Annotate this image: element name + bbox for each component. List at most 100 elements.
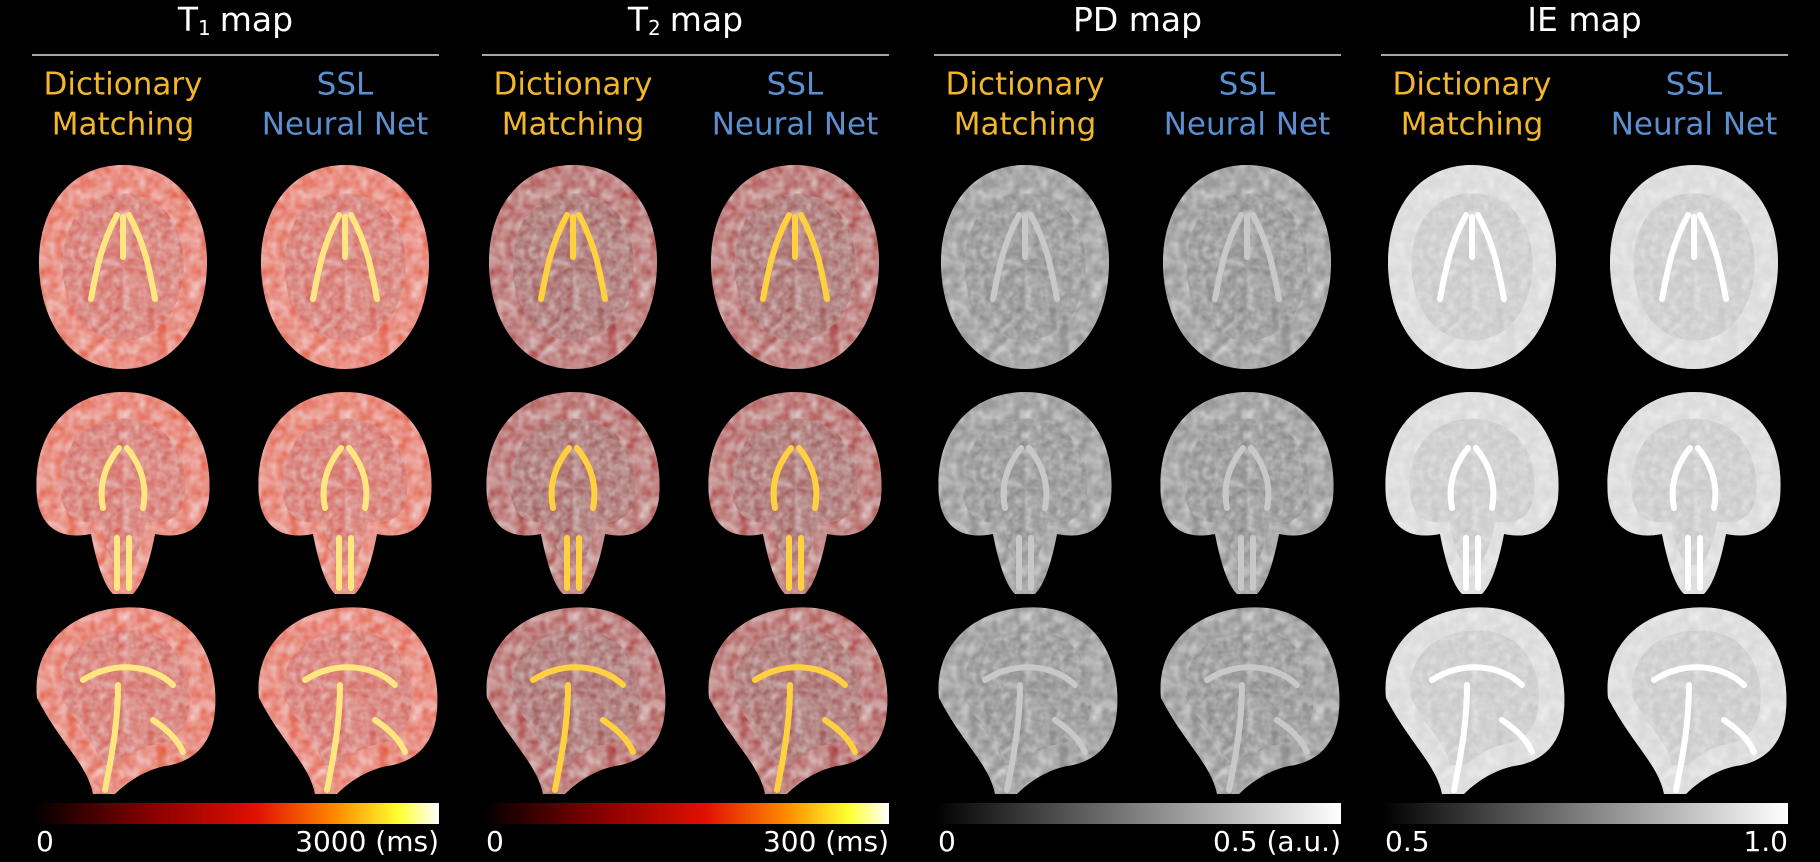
brain-image: [258, 607, 438, 794]
brain-core: [282, 630, 412, 765]
brain-core: [510, 418, 636, 565]
brain-detail: [1447, 445, 1497, 591]
brain-image: [941, 165, 1109, 369]
colorbar: [32, 803, 439, 824]
brain-core: [60, 418, 186, 565]
brain-image: [1160, 392, 1334, 594]
brain-image: [489, 165, 657, 369]
colorbar-min-label: 0.5: [1385, 825, 1430, 858]
brain-image: [39, 165, 207, 369]
colorbar: [482, 803, 889, 824]
colorbar: [934, 803, 1341, 824]
brain-detail: [80, 664, 186, 793]
colorbar-max-label: 3000 (ms): [295, 825, 439, 858]
method-label: Neural Net: [262, 107, 429, 143]
brain-detail: [990, 212, 1060, 302]
brain-core: [60, 630, 190, 765]
title-text: PD map: [1073, 0, 1202, 39]
brain-image: [938, 392, 1112, 594]
panel: T1 map Dictionary Matching SSL Neural Net 0 300…: [32, 0, 439, 858]
method-label: Dictionary: [946, 67, 1105, 103]
brain-detail: [538, 212, 608, 302]
brain-core: [512, 193, 634, 341]
title-text: map: [220, 0, 293, 39]
brain-core: [1409, 630, 1539, 765]
method-label: Dictionary: [1393, 67, 1552, 103]
method-label: Matching: [1401, 107, 1544, 143]
method-label: Neural Net: [1611, 107, 1778, 143]
panel: PD map Dictionary Matching SSL Neural Net 0 0.…: [934, 0, 1341, 858]
title-text: map: [670, 0, 743, 39]
brain-core: [1184, 418, 1310, 565]
brain-image: [1607, 392, 1781, 594]
brain-core: [962, 418, 1088, 565]
title-subscript: 1: [198, 16, 211, 40]
brain-image: [1610, 165, 1778, 369]
method-label: Dictionary: [44, 67, 203, 103]
brain-image: [1160, 607, 1340, 794]
brain-image: [708, 607, 888, 794]
brain-detail: [982, 664, 1088, 793]
brain-detail: [1669, 445, 1719, 591]
brain-core: [962, 630, 1092, 765]
brain-image: [938, 607, 1118, 794]
method-label: Matching: [502, 107, 645, 143]
brain-detail: [752, 664, 858, 793]
brain-core: [62, 193, 184, 341]
brain-core: [1631, 418, 1757, 565]
brain-detail: [1659, 212, 1729, 302]
brain-image: [486, 392, 660, 594]
brain-core: [1631, 630, 1761, 765]
colorbar: [1381, 803, 1788, 824]
brain-core: [964, 193, 1086, 341]
brain-core: [284, 193, 406, 341]
brain-detail: [88, 212, 158, 302]
method-label: Matching: [954, 107, 1097, 143]
method-label: SSL: [1666, 67, 1723, 103]
title-text: T: [177, 0, 199, 39]
brain-image: [258, 392, 432, 594]
brain-image: [486, 607, 666, 794]
method-label: SSL: [1219, 67, 1276, 103]
brain-detail: [1651, 664, 1757, 793]
brain-detail: [1212, 212, 1282, 302]
colorbar-max-label: 1.0: [1743, 825, 1788, 858]
brain-core: [1184, 630, 1314, 765]
colorbar-min-label: 0: [36, 825, 54, 858]
brain-detail: [1429, 664, 1535, 793]
brain-core: [732, 418, 858, 565]
brain-detail: [320, 445, 370, 591]
colorbar-max-label: 300 (ms): [763, 825, 889, 858]
title-text: IE map: [1527, 0, 1641, 39]
method-label: Matching: [52, 107, 195, 143]
method-label: SSL: [767, 67, 824, 103]
brain-detail: [1222, 445, 1272, 591]
brain-detail: [1204, 664, 1310, 793]
brain-image: [1385, 607, 1565, 794]
panel-title: T1 map: [177, 0, 293, 40]
panel-title: IE map: [1527, 0, 1641, 39]
brain-image: [708, 392, 882, 594]
brain-image: [36, 607, 216, 794]
brain-image: [1163, 165, 1331, 369]
brain-core: [1411, 193, 1533, 341]
brain-image: [261, 165, 429, 369]
brain-core: [1633, 193, 1755, 341]
brain-detail: [98, 445, 148, 591]
brain-detail: [1437, 212, 1507, 302]
brain-detail: [770, 445, 820, 591]
panel-title: T2 map: [627, 0, 743, 40]
colorbar-min-label: 0: [486, 825, 504, 858]
method-label: Dictionary: [494, 67, 653, 103]
method-label: SSL: [317, 67, 374, 103]
method-label: Neural Net: [1164, 107, 1331, 143]
brain-core: [282, 418, 408, 565]
brain-detail: [530, 664, 636, 793]
brain-detail: [1000, 445, 1050, 591]
brain-image: [1388, 165, 1556, 369]
brain-core: [732, 630, 862, 765]
brain-core: [510, 630, 640, 765]
brain-image: [36, 392, 210, 594]
title-text: T: [627, 0, 649, 39]
